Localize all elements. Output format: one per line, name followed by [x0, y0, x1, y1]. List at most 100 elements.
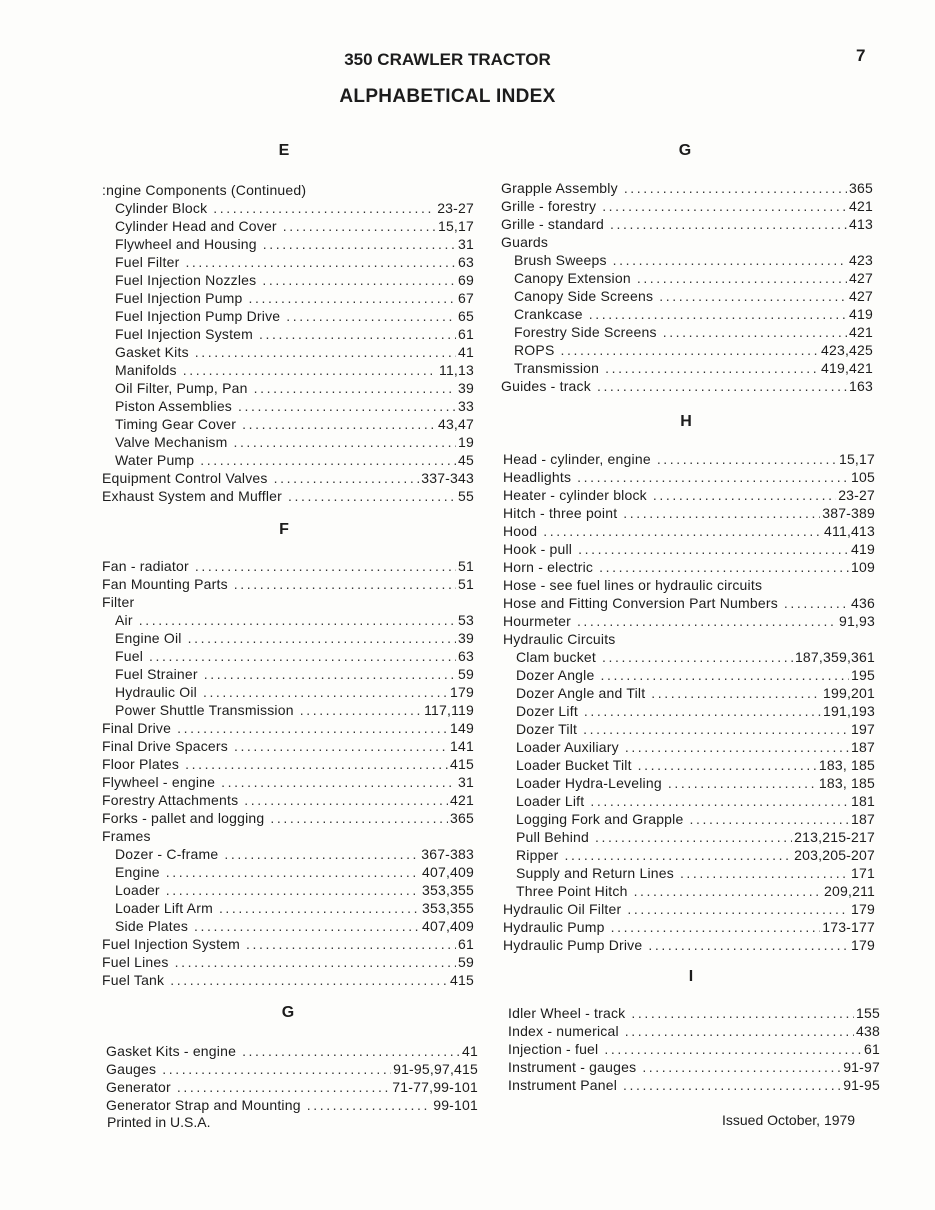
- entry-label: Hitch - three point: [503, 505, 618, 521]
- entry-page: 387-389: [822, 505, 875, 521]
- entry-label: Instrument - gauges: [508, 1059, 637, 1075]
- dot-leader: ........................................…: [543, 523, 823, 539]
- index-section: Grapple Assembly........................…: [501, 179, 873, 395]
- dot-leader: ........................................…: [306, 1097, 431, 1113]
- entry-page: 43,47: [437, 416, 474, 432]
- entry-label: Manifolds: [115, 362, 177, 378]
- entry-page: 51: [458, 558, 474, 574]
- entry-page: 181: [851, 793, 875, 809]
- entry-page: 179: [851, 901, 875, 917]
- dot-leader: ........................................…: [659, 288, 848, 304]
- index-entry: Hood....................................…: [503, 522, 875, 540]
- index-entry: Fan Mounting Parts......................…: [102, 575, 474, 593]
- entry-page: 163: [849, 378, 873, 394]
- entry-label: Fuel Injection Nozzles: [115, 272, 257, 288]
- dot-leader: ........................................…: [194, 558, 456, 574]
- entry-page: 421: [849, 198, 873, 214]
- entry-label: Hydraulic Circuits: [503, 631, 616, 647]
- index-entry: Fuel Filter.............................…: [102, 253, 474, 271]
- entry-page: 413: [849, 216, 873, 232]
- dot-leader: ........................................…: [689, 811, 849, 827]
- entry-label: Piston Assemblies: [115, 398, 233, 414]
- entry-label: Floor Plates: [102, 756, 180, 772]
- entry-label: Fan Mounting Parts: [102, 576, 228, 592]
- entry-label: Transmission: [514, 360, 600, 376]
- entry-label: Fuel Injection Pump: [115, 290, 243, 306]
- entry-page: 63: [458, 254, 474, 270]
- index-entry: Grapple Assembly........................…: [501, 179, 873, 197]
- entry-page: 59: [458, 954, 474, 970]
- entry-page: 197: [851, 721, 875, 737]
- entry-label: Logging Fork and Grapple: [516, 811, 684, 827]
- entry-page: 149: [450, 720, 474, 736]
- index-entry: Fuel Injection System...................…: [102, 935, 474, 953]
- entry-page: 187,359,361: [794, 649, 875, 665]
- entry-page: 59: [458, 666, 474, 682]
- dot-leader: ........................................…: [176, 1079, 391, 1095]
- entry-label: Air: [115, 612, 133, 628]
- entry-label: Guards: [501, 234, 549, 250]
- entry-label: Timing Gear Cover: [115, 416, 237, 432]
- dot-leader: ........................................…: [679, 865, 849, 881]
- index-entry: ROPS....................................…: [501, 341, 873, 359]
- entry-page: 61: [458, 936, 474, 952]
- entry-label: Fuel Filter: [115, 254, 180, 270]
- dot-leader: ........................................…: [610, 216, 848, 232]
- entry-page: 99-101: [433, 1097, 478, 1113]
- entry-page: 419: [851, 541, 875, 557]
- entry-page: 91-95,97,415: [393, 1061, 478, 1077]
- index-entry: Canopy Side Screens.....................…: [501, 287, 873, 305]
- entry-page: 23-27: [838, 487, 875, 503]
- index-entry: Engine Oil..............................…: [102, 629, 474, 647]
- dot-leader: ........................................…: [648, 937, 850, 953]
- entry-label: Fan - radiator: [102, 558, 189, 574]
- index-entry: Pull Behind.............................…: [503, 828, 875, 846]
- index-entry: Piston Assemblies.......................…: [102, 397, 474, 415]
- dot-leader: ........................................…: [600, 667, 849, 683]
- entry-label: Generator Strap and Mounting: [106, 1097, 301, 1113]
- index-entry: Fuel Injection Pump.....................…: [102, 289, 474, 307]
- entry-label: Cylinder Block: [115, 200, 208, 216]
- index-entry: Forestry Attachments....................…: [102, 791, 474, 809]
- entry-label: Ripper: [516, 847, 559, 863]
- entry-page: 419,421: [820, 360, 873, 376]
- entry-label: Loader Hydra-Leveling: [516, 775, 662, 791]
- index-entry: Guards: [501, 233, 873, 251]
- entry-label: Gasket Kits: [115, 344, 189, 360]
- entry-page: 61: [458, 326, 474, 342]
- entry-label: Dozer Tilt: [516, 721, 578, 737]
- dot-leader: ........................................…: [583, 721, 850, 737]
- index-entry: Hose and Fitting Conversion Part Numbers…: [503, 594, 875, 612]
- entry-page: 415: [450, 756, 474, 772]
- index-entry: Hydraulic Circuits: [503, 630, 875, 648]
- dot-leader: ........................................…: [244, 792, 448, 808]
- entry-label: Horn - electric: [503, 559, 594, 575]
- entry-page: 419: [849, 306, 873, 322]
- dot-leader: ........................................…: [636, 270, 847, 286]
- index-entry: Headlights..............................…: [503, 468, 875, 486]
- index-entry: Fuel Injection Nozzles..................…: [102, 271, 474, 289]
- printed-note: Printed in U.S.A.: [107, 1114, 211, 1130]
- entry-label: Flywheel - engine: [102, 774, 216, 790]
- section-heading-f: F: [279, 521, 289, 538]
- entry-label: Flywheel and Housing: [115, 236, 257, 252]
- entry-label: Injection - fuel: [508, 1041, 599, 1057]
- entry-page: 45: [458, 452, 474, 468]
- dot-leader: ........................................…: [588, 306, 847, 322]
- entry-label: Oil Filter, Pump, Pan: [115, 380, 248, 396]
- index-entry: Hydraulic Pump Drive....................…: [503, 936, 875, 954]
- entry-label: Frames: [102, 828, 151, 844]
- entry-page: 63: [458, 648, 474, 664]
- dot-leader: ........................................…: [165, 864, 420, 880]
- index-entry: Equipment Control Valves................…: [102, 469, 474, 487]
- index-entry: Index - numerical.......................…: [508, 1022, 880, 1040]
- entry-page: 91-95: [843, 1077, 880, 1093]
- dot-leader: ........................................…: [604, 1041, 862, 1057]
- dot-leader: ........................................…: [612, 252, 847, 268]
- entry-label: Hydraulic Pump: [503, 919, 605, 935]
- entry-page: 209,211: [824, 883, 875, 899]
- section-heading-g: G: [678, 142, 692, 159]
- entry-page: 171: [851, 865, 875, 881]
- index-entry: Hydraulic Oil...........................…: [102, 683, 474, 701]
- entry-label: Loader Bucket Tilt: [516, 757, 632, 773]
